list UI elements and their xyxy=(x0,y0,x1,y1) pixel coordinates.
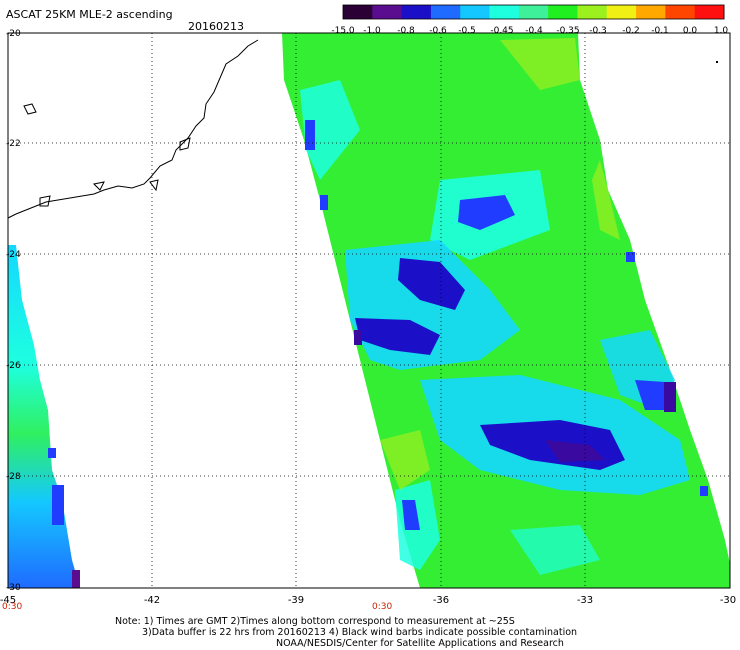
blue-core xyxy=(402,500,420,530)
product-title: ASCAT 25KM MLE-2 ascending xyxy=(6,8,173,21)
grid xyxy=(8,33,730,588)
blue-core xyxy=(626,252,635,262)
cyan-region xyxy=(300,80,360,180)
colorbar-border xyxy=(342,4,725,20)
plot-frame xyxy=(7,32,731,589)
colorbar-label: -0.4 xyxy=(525,26,543,36)
colorbar-label: -1.0 xyxy=(363,26,381,36)
yellowgreen-region xyxy=(380,430,430,490)
colorbar-cell xyxy=(489,5,520,19)
blue-core xyxy=(305,120,315,150)
colorbar-label: -0.45 xyxy=(490,26,513,36)
colorbar: -15.0 -1.0 -0.8 -0.6 -0.5 -0.45 -0.4 -0.… xyxy=(331,4,729,36)
colorbar-label: -0.2 xyxy=(622,26,640,36)
colorbar-label: -0.3 xyxy=(589,26,607,36)
blue-core xyxy=(355,318,440,355)
blue-core xyxy=(545,440,605,462)
colorbar-label: 0.0 xyxy=(683,26,698,36)
cyan-region xyxy=(510,525,600,575)
left-swath-blue-patch xyxy=(52,485,64,525)
lat-label: -22 xyxy=(6,139,21,149)
blue-core xyxy=(320,195,328,210)
lon-label: -39 xyxy=(288,595,304,606)
lon-label: -33 xyxy=(577,595,593,606)
lat-label: -30 xyxy=(6,583,21,593)
time-label: 0:30 xyxy=(372,602,392,612)
colorbar-cell xyxy=(343,5,373,19)
colorbar-cell xyxy=(665,5,696,19)
colorbar-cell xyxy=(577,5,608,19)
colorbar-label: -0.35 xyxy=(556,26,579,36)
dark-core xyxy=(664,382,676,412)
left-swath xyxy=(8,245,80,588)
lon-label: -30 xyxy=(720,595,736,606)
colorbar-cell xyxy=(636,5,666,19)
blue-core xyxy=(458,195,515,230)
colorbar-cell xyxy=(548,5,578,19)
colorbar-label: 1.0 xyxy=(714,26,729,36)
colorbar-cell xyxy=(372,5,403,19)
map-area: -20 -22 -24 -26 -28 -30 -45 -42 -39 -36 … xyxy=(0,29,736,612)
lon-label: -36 xyxy=(433,595,449,606)
footer-note-1: Note: 1) Times are GMT 2)Times along bot… xyxy=(115,616,515,627)
colorbar-label: -0.6 xyxy=(429,26,447,36)
lat-label: -24 xyxy=(6,250,21,260)
small-island-dot xyxy=(716,61,718,63)
colorbar-cell xyxy=(518,5,549,19)
lat-label: -28 xyxy=(6,472,21,482)
date-label: 20160213 xyxy=(188,20,244,33)
footer-notes: Note: 1) Times are GMT 2)Times along bot… xyxy=(115,616,577,649)
dark-core xyxy=(354,330,362,345)
footer-note-2: 3)Data buffer is 22 hrs from 20160213 4)… xyxy=(142,627,577,638)
lon-label: -45 xyxy=(0,595,16,606)
left-swath-dark-patch xyxy=(72,570,80,588)
colorbar-cell xyxy=(460,5,491,19)
colorbar-label: -0.1 xyxy=(651,26,669,36)
colorbar-cell xyxy=(694,5,725,19)
blue-core xyxy=(398,258,465,310)
colorbar-cell xyxy=(430,5,461,19)
colorbar-label: -0.5 xyxy=(458,26,476,36)
colorbar-label: -15.0 xyxy=(331,26,355,36)
yellowgreen-region xyxy=(500,38,580,90)
lat-label: -20 xyxy=(6,29,21,39)
blue-core xyxy=(700,486,708,496)
left-swath-blue-patch xyxy=(48,448,56,458)
colorbar-cell xyxy=(606,5,637,19)
footer-note-3: NOAA/NESDIS/Center for Satellite Applica… xyxy=(276,638,564,649)
colorbar-cell xyxy=(401,5,432,19)
colorbar-label: -0.8 xyxy=(397,26,415,36)
yellowgreen-region xyxy=(592,160,620,240)
lat-label: -26 xyxy=(6,361,21,371)
time-label: 0:30 xyxy=(2,602,22,612)
lon-label: -42 xyxy=(144,595,160,606)
coastline xyxy=(7,39,259,219)
